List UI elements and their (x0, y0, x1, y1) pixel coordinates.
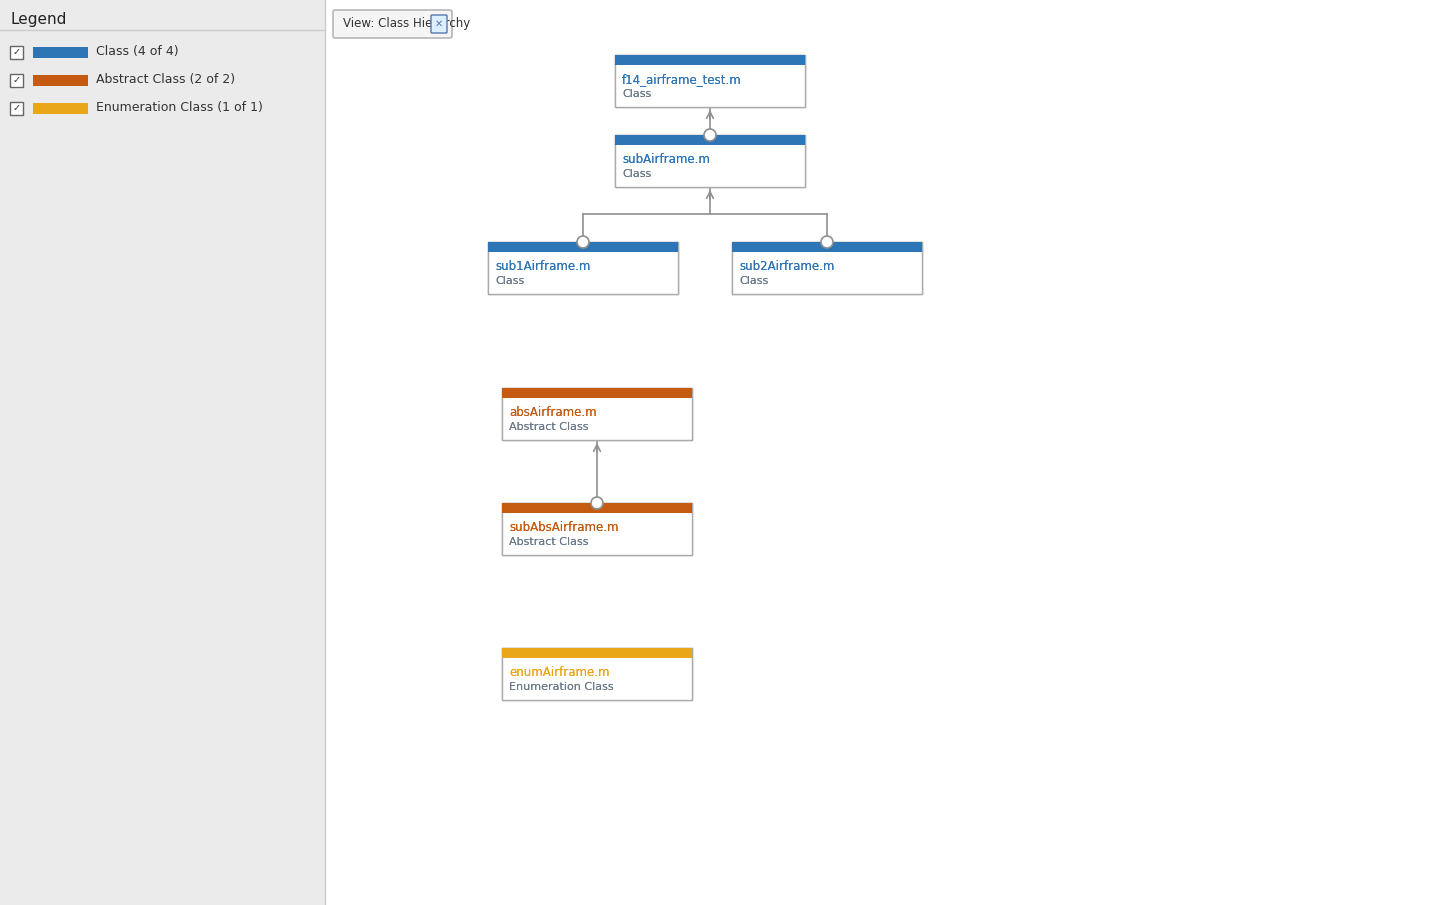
Text: subAirframe.m: subAirframe.m (622, 153, 709, 166)
Bar (615, 55, 805, 65)
Bar (502, 388, 692, 398)
FancyBboxPatch shape (430, 15, 448, 33)
Text: Class: Class (622, 169, 651, 179)
Bar (615, 135, 805, 145)
Text: Enumeration Class: Enumeration Class (509, 682, 613, 692)
Text: Class: Class (739, 276, 768, 286)
Text: Class: Class (495, 276, 525, 286)
Text: Abstract Class: Abstract Class (509, 422, 589, 432)
Text: Class: Class (622, 169, 651, 179)
Bar (732, 242, 922, 294)
Bar (732, 242, 922, 252)
Bar (0, 0, 325, 905)
Bar (615, 135, 805, 187)
Bar (502, 503, 692, 513)
Circle shape (704, 129, 716, 141)
Bar (33, 47, 89, 58)
Bar (502, 388, 692, 440)
Bar (502, 388, 692, 440)
Bar (33, 75, 89, 86)
Bar (488, 242, 678, 294)
Text: Class (4 of 4): Class (4 of 4) (96, 45, 179, 59)
Bar (502, 648, 692, 658)
FancyBboxPatch shape (333, 10, 452, 38)
Text: f14_airframe_test.m: f14_airframe_test.m (622, 73, 742, 86)
Bar (502, 648, 692, 700)
Bar (502, 648, 692, 700)
Bar (732, 242, 922, 294)
Bar (488, 242, 678, 294)
Bar (502, 503, 692, 513)
Text: View: Class Hierarchy: View: Class Hierarchy (343, 17, 470, 31)
Text: absAirframe.m: absAirframe.m (509, 406, 596, 419)
Circle shape (576, 236, 589, 248)
Text: Enumeration Class: Enumeration Class (509, 682, 613, 692)
Text: sub1Airframe.m: sub1Airframe.m (495, 260, 591, 273)
Bar (502, 388, 692, 398)
Text: subAirframe.m: subAirframe.m (622, 153, 709, 166)
Text: sub1Airframe.m: sub1Airframe.m (495, 260, 591, 273)
Text: subAbsAirframe.m: subAbsAirframe.m (509, 521, 619, 534)
Text: enumAirframe.m: enumAirframe.m (509, 666, 609, 679)
Text: subAbsAirframe.m: subAbsAirframe.m (509, 521, 619, 534)
Text: enumAirframe.m: enumAirframe.m (509, 666, 609, 679)
Text: sub2Airframe.m: sub2Airframe.m (739, 260, 834, 273)
Text: Class: Class (622, 89, 651, 99)
Text: sub2Airframe.m: sub2Airframe.m (739, 260, 834, 273)
Text: Class: Class (739, 276, 768, 286)
Circle shape (821, 236, 834, 248)
Bar (502, 503, 692, 555)
Bar (488, 242, 678, 252)
Text: Class: Class (622, 89, 651, 99)
Text: Abstract Class: Abstract Class (509, 422, 589, 432)
Bar (615, 135, 805, 145)
Text: ✕: ✕ (435, 19, 443, 29)
Bar (10, 46, 23, 59)
Bar (488, 242, 678, 252)
Bar (732, 242, 922, 252)
Bar (10, 74, 23, 87)
Bar (33, 103, 89, 114)
Text: ✓: ✓ (13, 103, 20, 113)
Bar (502, 503, 692, 555)
Circle shape (591, 497, 603, 509)
Text: Abstract Class (2 of 2): Abstract Class (2 of 2) (96, 73, 235, 87)
Text: Enumeration Class (1 of 1): Enumeration Class (1 of 1) (96, 101, 263, 115)
Bar (10, 102, 23, 115)
Text: ✓: ✓ (13, 75, 20, 85)
Text: Class: Class (495, 276, 525, 286)
Text: Abstract Class: Abstract Class (509, 537, 589, 547)
Text: f14_airframe_test.m: f14_airframe_test.m (622, 73, 742, 86)
Text: ✓: ✓ (13, 47, 20, 57)
Bar (325, 0, 1430, 905)
Text: Legend: Legend (10, 12, 66, 27)
Bar (615, 55, 805, 107)
Bar (502, 648, 692, 658)
Text: absAirframe.m: absAirframe.m (509, 406, 596, 419)
Text: Abstract Class: Abstract Class (509, 537, 589, 547)
Bar (615, 55, 805, 65)
Bar (615, 55, 805, 107)
Bar (615, 135, 805, 187)
